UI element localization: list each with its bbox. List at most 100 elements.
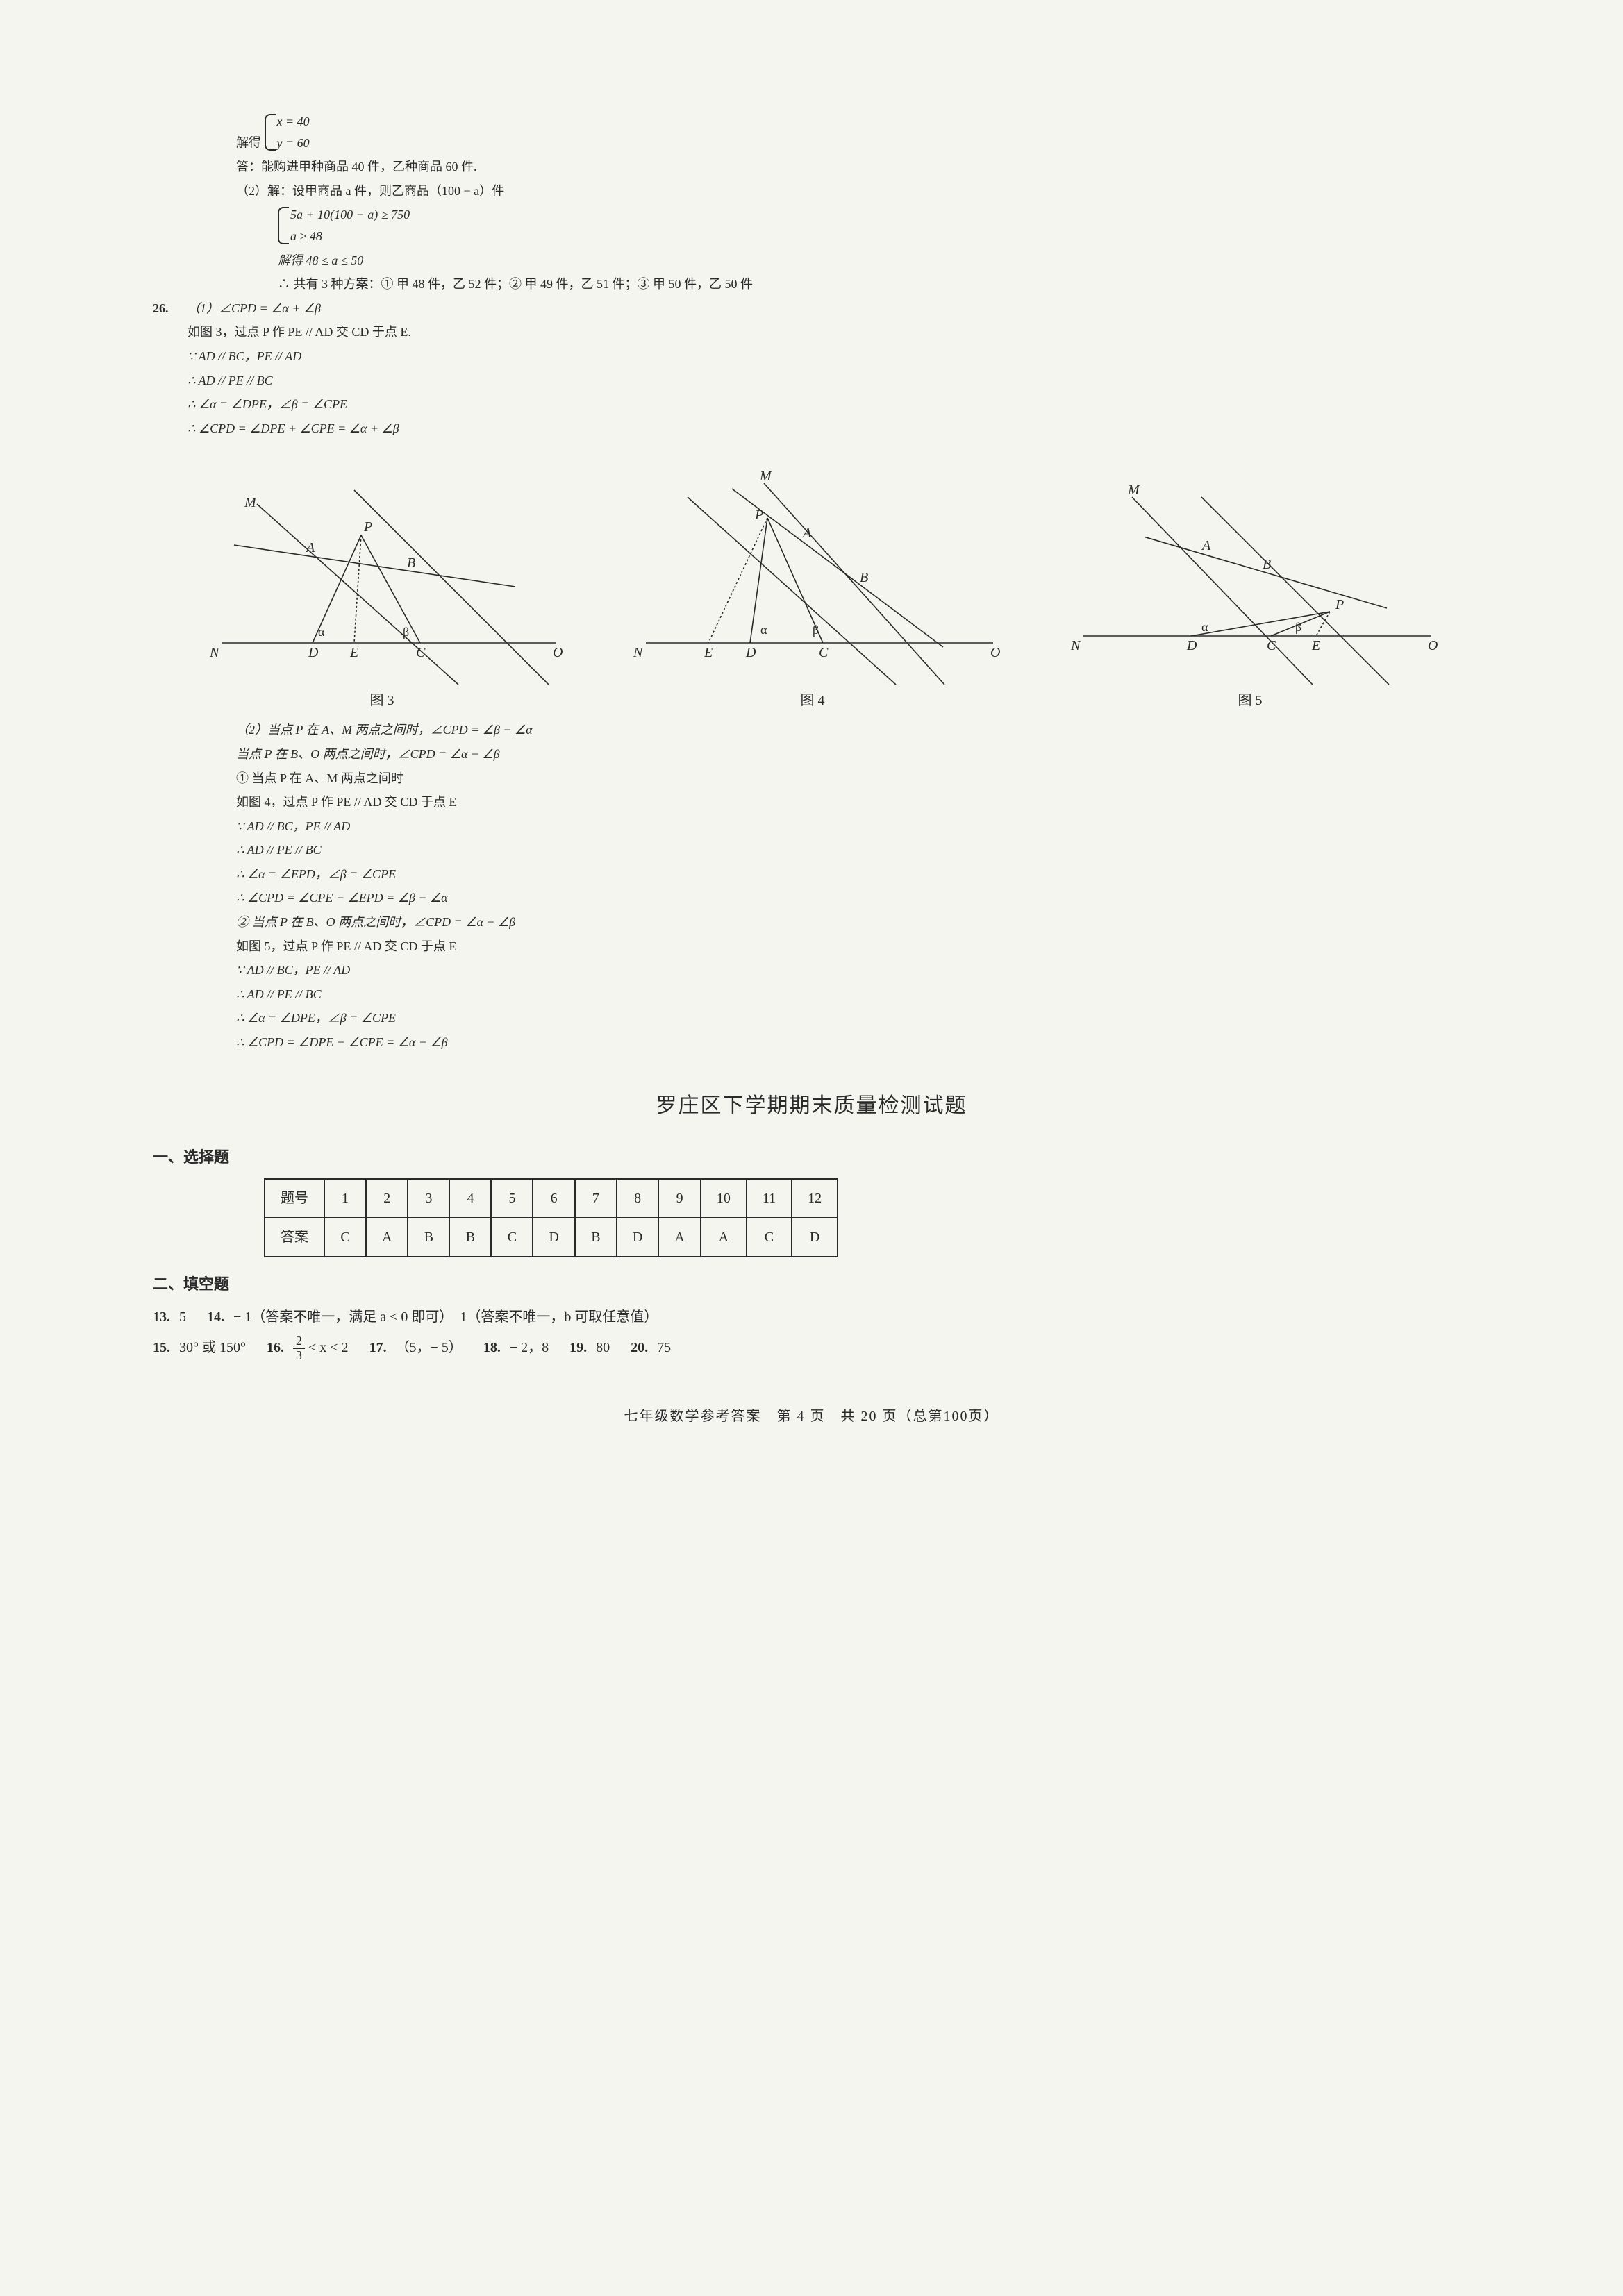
q26-p2-c2-l1: 如图 5，过点 P 作 PE // AD 交 CD 于点 E xyxy=(236,936,1470,957)
q26-p1-head: （1）∠CPD = ∠α + ∠β xyxy=(188,298,1470,319)
q20-ans: 75 xyxy=(657,1340,671,1355)
table-answer-cell: A xyxy=(701,1218,747,1257)
q26-p2-head: （2）当点 P 在 A、M 两点之间时，∠CPD = ∠β − ∠α xyxy=(236,719,1470,741)
table-answer-cell: C xyxy=(491,1218,533,1257)
table-col-num: 10 xyxy=(701,1179,747,1218)
fill-title: 二、填空题 xyxy=(153,1271,1470,1297)
svg-text:M: M xyxy=(244,495,257,510)
svg-text:O: O xyxy=(990,645,1000,660)
svg-text:E: E xyxy=(1311,638,1320,653)
svg-text:A: A xyxy=(801,526,812,541)
q16-frac-num: 2 xyxy=(293,1334,305,1349)
table-col-num: 1 xyxy=(324,1179,366,1218)
fig5-caption: 图 5 xyxy=(1056,689,1445,712)
svg-text:C: C xyxy=(1267,638,1276,653)
fig4-caption: 图 4 xyxy=(618,689,1007,712)
svg-text:β: β xyxy=(403,625,409,639)
q14-num: 14. xyxy=(207,1309,224,1325)
table-col-num: 9 xyxy=(658,1179,700,1218)
q26-p2-c2-l2: ∵ AD // BC，PE // AD xyxy=(236,960,1470,981)
svg-text:α: α xyxy=(1201,620,1208,634)
q16-num: 16. xyxy=(267,1340,284,1355)
table-answer-cell: D xyxy=(792,1218,838,1257)
q26-p2-c1-l5: ∴ ∠CPD = ∠CPE − ∠EPD = ∠β − ∠α xyxy=(236,887,1470,909)
q20-num: 20. xyxy=(631,1340,648,1355)
table-answer-cell: B xyxy=(449,1218,491,1257)
svg-text:P: P xyxy=(1335,597,1344,612)
svg-text:α: α xyxy=(318,625,325,639)
fill-row-1: 13. 5 14. − 1（答案不唯一，满足 a < 0 即可） 1（答案不唯一… xyxy=(153,1305,1470,1329)
q13-ans: 5 xyxy=(179,1309,186,1325)
table-col-num: 6 xyxy=(533,1179,574,1218)
svg-text:B: B xyxy=(860,570,868,585)
table-answer-cell: C xyxy=(747,1218,792,1257)
q26-p1-l4: ∴ ∠α = ∠DPE，∠β = ∠CPE xyxy=(188,394,1470,415)
q25-brace: x = 40 y = 60 xyxy=(265,111,310,153)
q26-p2-c2-l4: ∴ ∠α = ∠DPE，∠β = ∠CPE xyxy=(236,1007,1470,1029)
svg-text:P: P xyxy=(754,508,763,523)
svg-text:C: C xyxy=(819,645,829,660)
q26-p2-c2-head: ② 当点 P 在 B、O 两点之间时，∠CPD = ∠α − ∠β xyxy=(236,912,1470,933)
svg-text:N: N xyxy=(633,645,644,660)
q13-num: 13. xyxy=(153,1309,170,1325)
q25-eq2: y = 60 xyxy=(277,133,310,154)
q17-ans: （5，− 5） xyxy=(396,1340,463,1355)
svg-text:α: α xyxy=(760,623,767,637)
answers-table: 题号123456789101112 答案CABBCDBDAACD xyxy=(264,1178,838,1257)
q16-suffix: < x < 2 xyxy=(308,1340,349,1355)
figure-3: MABPNODECαβ 图 3 xyxy=(194,462,569,712)
table-col-num: 7 xyxy=(575,1179,617,1218)
table-answer-cell: B xyxy=(575,1218,617,1257)
svg-text:E: E xyxy=(349,645,358,660)
table-answer-cell: C xyxy=(324,1218,366,1257)
svg-text:D: D xyxy=(745,645,756,660)
q19-num: 19. xyxy=(569,1340,587,1355)
svg-text:A: A xyxy=(1201,538,1211,553)
svg-text:β: β xyxy=(813,623,819,637)
q25-ineq2: a ≥ 48 xyxy=(290,226,410,247)
svg-text:P: P xyxy=(363,519,372,535)
q26-p2-l1: 当点 P 在 B、O 两点之间时，∠CPD = ∠α − ∠β xyxy=(236,744,1470,765)
q26-p1-l3: ∴ AD // PE // BC xyxy=(188,370,1470,392)
q26-p2-c1-l2: ∵ AD // BC，PE // AD xyxy=(236,816,1470,837)
page-footer: 七年级数学参考答案 第 4 页 共 20 页（总第100页） xyxy=(153,1405,1470,1428)
q26-p1-l5: ∴ ∠CPD = ∠DPE + ∠CPE = ∠α + ∠β xyxy=(188,418,1470,439)
svg-text:D: D xyxy=(308,645,319,660)
table-answer-cell: D xyxy=(533,1218,574,1257)
q25-conclusion: ∴ 共有 3 种方案：① 甲 48 件，乙 52 件；② 甲 49 件，乙 51… xyxy=(153,274,1470,295)
q15-num: 15. xyxy=(153,1340,170,1355)
svg-text:C: C xyxy=(416,645,426,660)
svg-text:M: M xyxy=(1127,483,1140,498)
q26-p1-l2: ∵ AD // BC，PE // AD xyxy=(188,346,1470,367)
q26-p2-c1-l1: 如图 4，过点 P 作 PE // AD 交 CD 于点 E xyxy=(236,791,1470,813)
q26-p2-c2-l3: ∴ AD // PE // BC xyxy=(236,984,1470,1005)
choice-title: 一、选择题 xyxy=(153,1144,1470,1170)
q18-num: 18. xyxy=(483,1340,501,1355)
svg-text:D: D xyxy=(1186,638,1197,653)
svg-text:N: N xyxy=(1070,638,1081,653)
q16-frac: 2 3 xyxy=(293,1334,305,1363)
svg-text:β: β xyxy=(1295,620,1301,634)
fill-row-2: 15. 30° 或 150° 16. 2 3 < x < 2 17. （5，− … xyxy=(153,1334,1470,1363)
table-col-num: 11 xyxy=(747,1179,792,1218)
q18-ans: − 2，8 xyxy=(510,1340,549,1355)
table-col-num: 8 xyxy=(617,1179,658,1218)
table-col-num: 12 xyxy=(792,1179,838,1218)
q26-p2-c1-head: ① 当点 P 在 A、M 两点之间时 xyxy=(236,768,1470,789)
q26-p2-c2-l5: ∴ ∠CPD = ∠DPE − ∠CPE = ∠α − ∠β xyxy=(236,1032,1470,1053)
svg-text:B: B xyxy=(407,555,415,571)
q25-solve-label: 解得 xyxy=(236,136,261,150)
table-col-num: 2 xyxy=(366,1179,408,1218)
table-answer-label: 答案 xyxy=(265,1218,324,1257)
svg-text:B: B xyxy=(1263,557,1271,572)
svg-text:N: N xyxy=(209,645,220,660)
fig3-caption: 图 3 xyxy=(194,689,569,712)
figure-5: MABPNODCEαβ 图 5 xyxy=(1056,462,1445,712)
q15-ans: 30° 或 150° xyxy=(179,1340,246,1355)
q25-eq1: x = 40 xyxy=(277,111,310,133)
q26-num: 26. xyxy=(153,298,188,442)
section2-title: 罗庄区下学期期末质量检测试题 xyxy=(153,1088,1470,1123)
table-col-num: 5 xyxy=(491,1179,533,1218)
q25-answer1: 答：能购进甲种商品 40 件，乙种商品 60 件. xyxy=(153,156,1470,178)
q25-ineq-result: 解得 48 ≤ a ≤ 50 xyxy=(153,250,1470,271)
